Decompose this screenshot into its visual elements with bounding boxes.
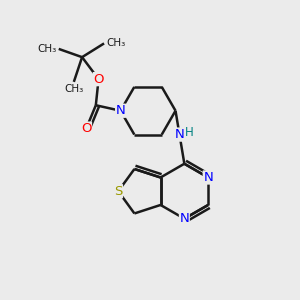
Text: N: N: [116, 104, 125, 117]
Text: CH₃: CH₃: [64, 84, 83, 94]
Text: N: N: [175, 128, 184, 141]
Text: H: H: [185, 126, 194, 139]
Text: N: N: [179, 212, 189, 225]
Text: O: O: [93, 73, 104, 85]
Text: N: N: [203, 171, 213, 184]
Text: O: O: [81, 122, 92, 135]
Text: S: S: [114, 185, 122, 198]
Text: CH₃: CH₃: [38, 44, 57, 54]
Text: CH₃: CH₃: [106, 38, 125, 48]
